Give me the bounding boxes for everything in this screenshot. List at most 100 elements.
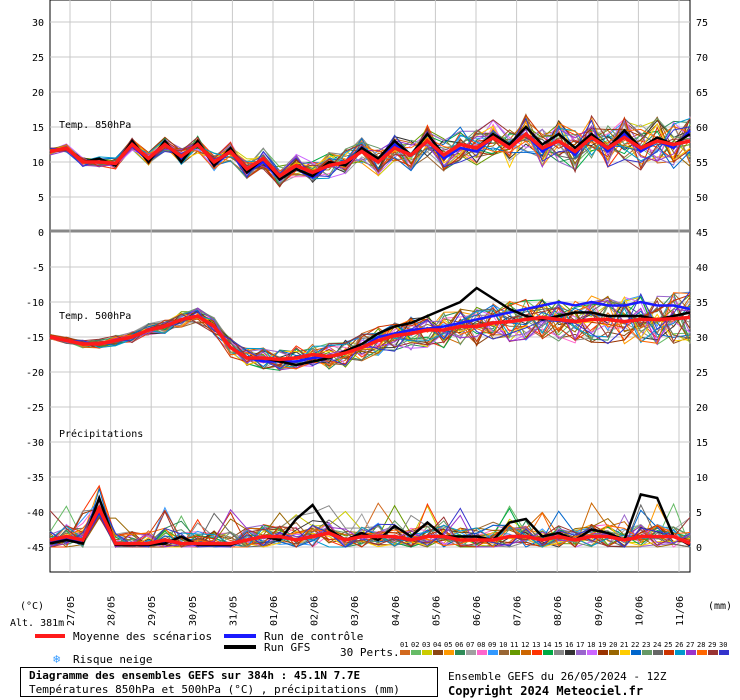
snowflake-icon: ❄ [53,652,60,666]
plot-frame [49,0,691,573]
legend-pert-number: 17 [576,641,584,649]
right-tick-label: 50 [696,193,708,204]
perturbation-500-line [49,299,691,370]
altitude-label: Alt. 381m [10,618,64,629]
legend-pert-number: 09 [488,641,496,649]
legend-pert-number: 01 [400,641,408,649]
x-tick-label: 09/06 [594,596,605,626]
legend-pert-number: 16 [565,641,573,649]
right-tick-label: 40 [696,263,708,274]
chart-grid [49,0,691,573]
perturbation-precip-line [49,497,691,548]
x-tick-label: 27/05 [66,596,77,626]
x-tick-label: 29/05 [147,596,158,626]
main-series [49,125,691,547]
legend-pert-swatch [521,650,531,655]
right-tick-label: 35 [696,298,708,309]
right-tick-label: 55 [696,158,708,169]
ensemble-mean-line [49,504,691,546]
x-tick-label: 30/05 [188,596,199,626]
run-info: Ensemble GEFS du 26/05/2024 - 12Z [448,670,667,683]
legend-pert-swatch [686,650,696,655]
legend-pert-swatch [664,650,674,655]
legend-pert-number: 13 [532,641,540,649]
legend-pert-number: 12 [521,641,529,649]
legend-pert-number: 19 [598,641,606,649]
legend-pert-number: 28 [697,641,705,649]
left-tick-label: 25 [32,53,44,64]
left-tick-label: -45 [26,543,44,554]
legend-pert-number: 21 [620,641,628,649]
perturbation-500-line [49,303,691,369]
legend-pert-swatch [466,650,476,655]
right-unit: (mm) [708,601,732,612]
legend-pert-swatch [433,650,443,655]
left-tick-label: 10 [32,158,44,169]
left-tick-label: -15 [26,333,44,344]
right-tick-label: 25 [696,368,708,379]
x-tick-label: 06/06 [472,596,483,626]
left-tick-label: -10 [26,298,44,309]
legend-pert-number: 14 [543,641,551,649]
legend-pert-number: 23 [642,641,650,649]
legend-pert-number: 02 [411,641,419,649]
legend-pert-swatch [455,650,465,655]
right-tick-label: 45 [696,228,708,239]
legend-pert-number: 05 [444,641,452,649]
x-tick-label: 28/05 [107,596,118,626]
right-tick-label: 0 [696,543,702,554]
legend-pert-swatch [620,650,630,655]
copyright: Copyright 2024 Meteociel.fr [448,684,644,698]
legend-pert-swatch [510,650,520,655]
left-tick-label: -5 [32,263,44,274]
legend-pert-number: 29 [708,641,716,649]
right-tick-label: 70 [696,53,708,64]
x-tick-label: 10/06 [634,596,645,626]
legend-pert-number: 27 [686,641,694,649]
axis-labels: 27/05 28/05 29/05 30/05 31/05 01/06 02/06 03/06… [10,18,732,629]
legend-pert-number: 11 [510,641,518,649]
legend-pert-number: 24 [653,641,661,649]
right-tick-label: 60 [696,123,708,134]
legend-mean-label: Moyenne des scénarios [73,630,212,643]
legend-pert-swatch [675,650,685,655]
left-tick-label: 30 [32,18,44,29]
legend-pert-number: 25 [664,641,672,649]
legend-pert-swatch [631,650,641,655]
x-tick-label: 11/06 [675,596,686,626]
right-tick-label: 10 [696,473,708,484]
ensemble-mean-line [49,131,691,179]
legend-snow-label: Risque neige [73,653,152,666]
legend-pert-swatch [532,650,542,655]
chart-title: Diagramme des ensembles GEFS sur 384h : … [29,669,361,682]
left-tick-label: 15 [32,123,44,134]
legend-pert-number: 20 [609,641,617,649]
right-tick-label: 5 [696,508,702,519]
panel-label: Temp. 500hPa [59,311,131,322]
x-tick-label: 02/06 [310,596,321,626]
legend-pert-swatch [609,650,619,655]
title-box: Diagramme des ensembles GEFS sur 384h : … [20,667,438,697]
x-tick-label: 04/06 [391,596,402,626]
left-tick-label: 20 [32,88,44,99]
perturbation-500-line [49,299,691,367]
legend-pert-swatch [576,650,586,655]
left-tick-label: 0 [38,228,44,239]
legend-pert-swatch [598,650,608,655]
left-tick-label: -30 [26,438,44,449]
legend-pert-swatch [587,650,597,655]
legend-pert-number: 08 [477,641,485,649]
x-tick-label: 01/06 [269,596,280,626]
legend-pert-swatch [499,650,509,655]
x-tick-label: 05/06 [431,596,442,626]
legend-pert-swatch [488,650,498,655]
legend-pert-number: 07 [466,641,474,649]
legend-control-label: Run de contrôle [264,630,363,643]
x-tick-label: 31/05 [228,596,239,626]
legend-pert-swatch [653,650,663,655]
legend-pert-swatch [422,650,432,655]
left-unit: (°C) [20,601,44,612]
right-tick-label: 65 [696,88,708,99]
legend-pert-number: 03 [422,641,430,649]
